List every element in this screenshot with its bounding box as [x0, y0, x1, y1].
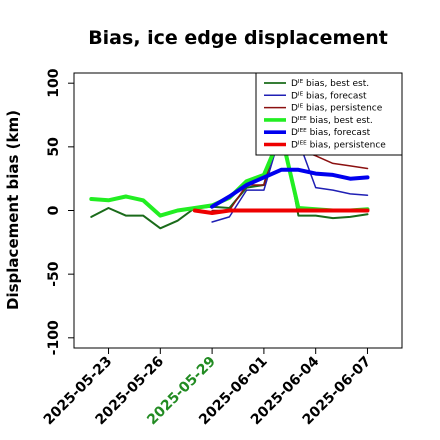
series-line-5: [192, 208, 370, 215]
x-ticks: 2025-05-232025-05-262025-05-292025-06-01…: [41, 348, 374, 428]
legend-entry-1: Dᴵᴱ bias, forecast: [291, 91, 367, 101]
legend-entry-3: Dᴵᴱᴱ bias, best est.: [291, 116, 373, 126]
y-tick-label: 100: [46, 68, 62, 97]
y-tick-label: 50: [46, 137, 62, 157]
legend-entry-2: Dᴵᴱ bias, persistence: [291, 104, 383, 114]
y-ticks: -100 -50 0 50 100: [46, 68, 74, 355]
y-tick-label: -100: [46, 320, 62, 355]
y-tick-label: 0: [46, 205, 62, 215]
series-group: [89, 120, 370, 230]
legend-entry-0: Dᴵᴱ bias, best est.: [291, 79, 369, 89]
legend: Dᴵᴱ bias, best est. Dᴵᴱ bias, forecast Dᴵᴱ…: [255, 72, 403, 156]
y-axis-label: Displacement bias (km): [4, 110, 22, 310]
legend-entry-4: Dᴵᴱᴱ bias, forecast: [291, 128, 371, 138]
chart-title: Bias, ice edge displacement: [88, 27, 388, 49]
series-line-0: [90, 122, 369, 230]
series-line-4: [210, 167, 370, 209]
y-tick-label: -50: [46, 261, 62, 287]
legend-box: [255, 72, 403, 156]
legend-entry-5: Dᴵᴱᴱ bias, persistence: [291, 141, 386, 151]
